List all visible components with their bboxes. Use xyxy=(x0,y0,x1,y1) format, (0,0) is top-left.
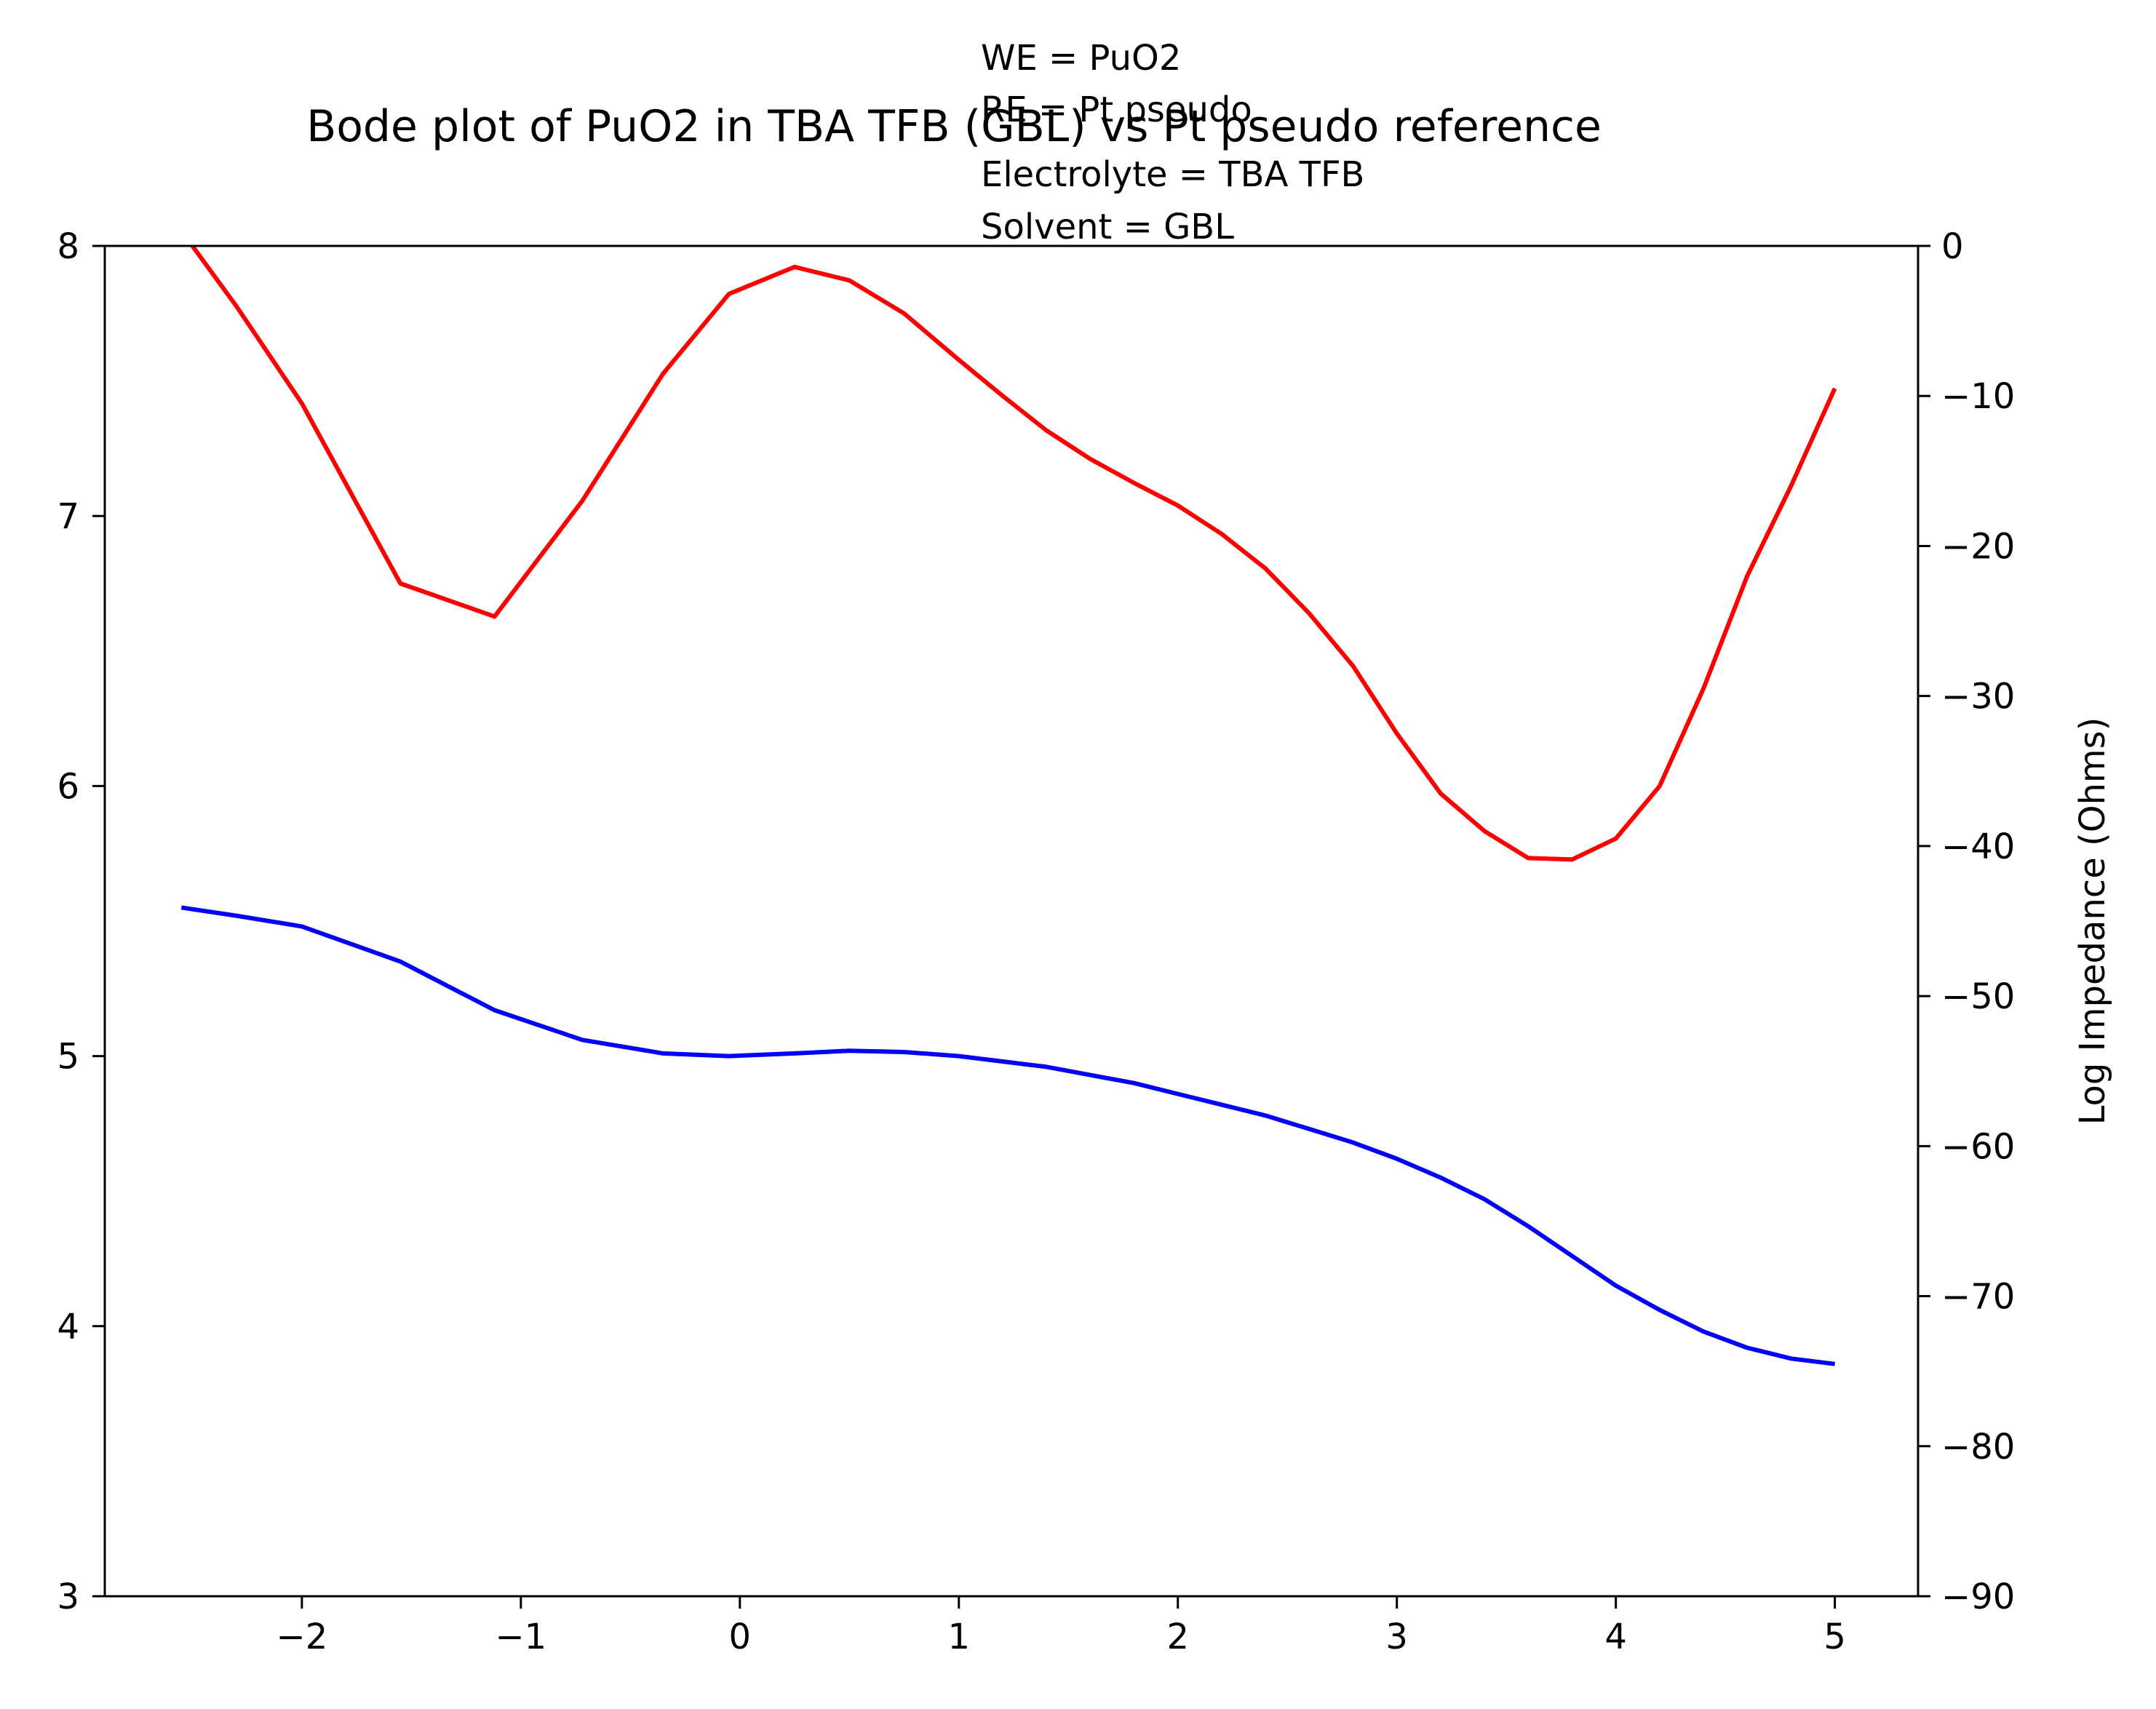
y-right-tick-label: −20 xyxy=(1941,526,2015,567)
y-right-tick-label: −10 xyxy=(1941,376,2015,417)
y-right-tick-label: 0 xyxy=(1941,226,1964,267)
annotation-we: WE = PuO2 xyxy=(981,38,1181,79)
x-tick-label: −1 xyxy=(495,1617,546,1657)
x-tick-label: 4 xyxy=(1604,1617,1627,1657)
x-tick-label: 5 xyxy=(1823,1617,1846,1657)
y-axis-left: 3 4 5 6 7 8 xyxy=(57,226,105,1617)
annotation-solvent: Solvent = GBL xyxy=(981,207,1234,247)
y-left-tick-label: 4 xyxy=(57,1307,79,1347)
series-line-1 xyxy=(190,244,1837,862)
y-right-tick-label: −70 xyxy=(1941,1277,2015,1318)
chart-title: Bode plot of PuO2 in TBA TFB (GBL) vs Pt… xyxy=(306,101,1602,152)
y-right-tick-label: −40 xyxy=(1941,826,2015,867)
y-right-tick-label: −30 xyxy=(1941,677,2015,717)
y-left-tick-label: 6 xyxy=(57,766,79,807)
plot-frame xyxy=(103,244,1920,1598)
x-tick-label: 1 xyxy=(947,1617,970,1657)
y-axis-right: 0 −10 −20 −30 −40 −50 −60 −70 −80 −90 xyxy=(1918,226,2015,1617)
x-axis: −2 −1 0 1 2 3 4 5 xyxy=(276,1596,1846,1657)
y-right-tick-label: −80 xyxy=(1941,1427,2015,1467)
y-left-tick-label: 3 xyxy=(57,1577,79,1617)
y-right-tick-label: −90 xyxy=(1941,1577,2015,1617)
annotation-re: RE = Pt pseudo xyxy=(981,89,1252,130)
y-left-tick-label: 7 xyxy=(57,496,79,537)
y-left-tick-label: 5 xyxy=(57,1037,79,1077)
y-axis-right-label: Log Impedance (Ohms) xyxy=(2072,717,2113,1126)
annotation-electrolyte: Electrolyte = TBA TFB xyxy=(981,154,1364,195)
y-right-tick-label: −60 xyxy=(1941,1126,2015,1167)
series-line-0 xyxy=(180,905,1835,1366)
series-layer xyxy=(180,244,1837,1366)
x-tick-label: −2 xyxy=(276,1617,327,1657)
x-tick-label: 0 xyxy=(729,1617,752,1657)
annotation-block: WE = PuO2 RE = Pt pseudo Electrolyte = T… xyxy=(981,38,1364,247)
y-left-tick-label: 8 xyxy=(57,226,79,267)
x-tick-label: 3 xyxy=(1385,1617,1408,1657)
y-right-tick-label: −50 xyxy=(1941,976,2015,1017)
x-tick-label: 2 xyxy=(1166,1617,1189,1657)
